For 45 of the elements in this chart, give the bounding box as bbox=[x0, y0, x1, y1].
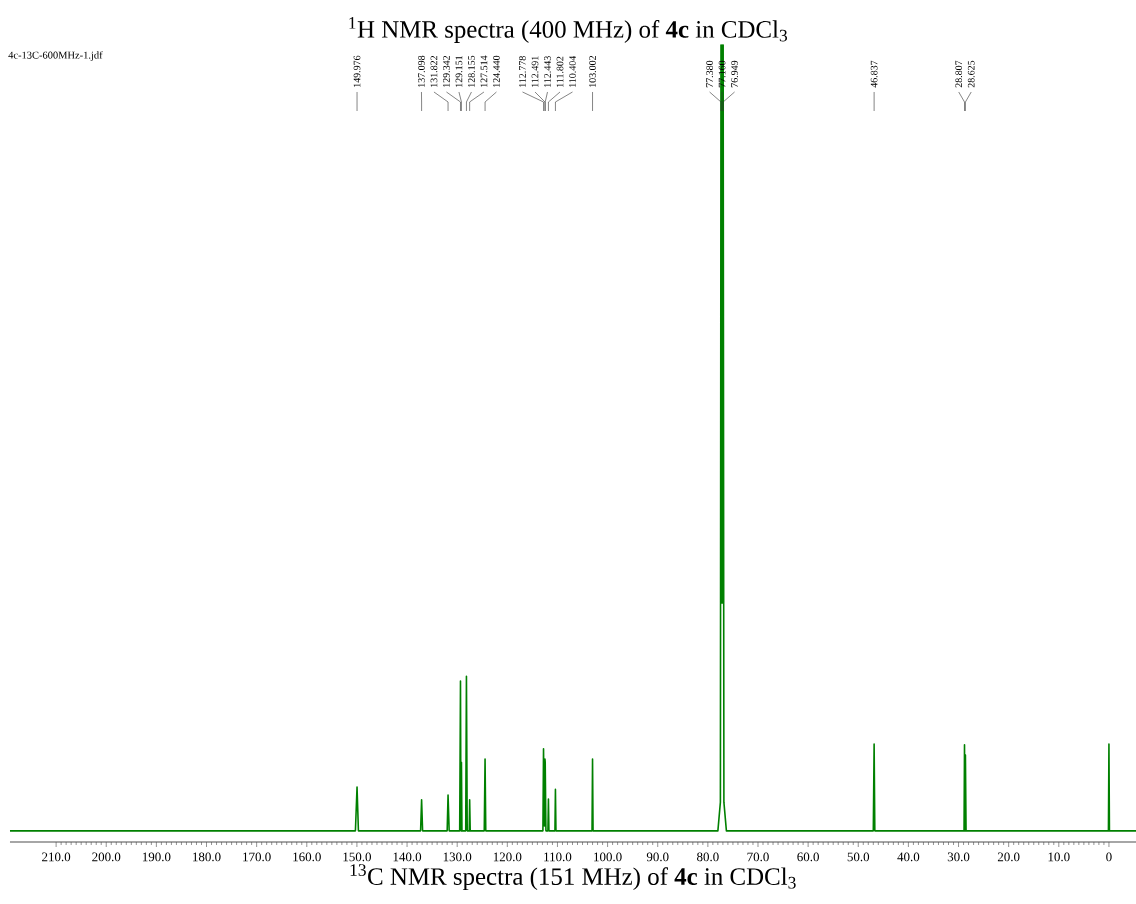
x-tick-label: 140.0 bbox=[393, 852, 422, 862]
x-tick-label: 130.0 bbox=[443, 852, 472, 862]
x-tick-label: 110.0 bbox=[544, 852, 572, 862]
x-tick-label: 50.0 bbox=[847, 852, 870, 862]
x-tick-label: 150.0 bbox=[343, 852, 371, 862]
annotation: 28.625 bbox=[967, 60, 975, 88]
x-tick-label: 210.0 bbox=[42, 852, 71, 862]
annotation: 46.837 bbox=[870, 60, 878, 88]
annotation: 110.404 bbox=[569, 55, 576, 87]
annotation: 111.802 bbox=[556, 56, 564, 87]
annotation: 112.778 bbox=[519, 56, 526, 87]
annotation: 4c-13C-600MHz-1.jdf bbox=[8, 51, 103, 61]
x-axis-title: $^{13}$C NMR spectra (151 MHz) of 4c in CDCl$_{3}$ bbox=[350, 864, 796, 890]
x-tick-label: 200.0 bbox=[92, 852, 121, 862]
x-tick-label: 30.0 bbox=[947, 852, 970, 862]
x-tick-label: 90.0 bbox=[646, 852, 669, 862]
x-tick-label: 40.0 bbox=[897, 852, 920, 862]
x-tick-label: 120.0 bbox=[493, 852, 522, 862]
annotation: 127.514 bbox=[480, 55, 488, 87]
annotation: 76.949 bbox=[731, 60, 738, 88]
annotation: 28.807 bbox=[955, 60, 963, 88]
annotation: 112.491 bbox=[531, 56, 539, 87]
x-tick-label: 180.0 bbox=[193, 852, 221, 862]
x-tick-label: 10.0 bbox=[1048, 852, 1070, 862]
annotation: 129.342 bbox=[443, 55, 450, 87]
x-tick-label: 170.0 bbox=[243, 852, 271, 862]
x-tick-label: 20.0 bbox=[997, 852, 1020, 862]
annotation: 131.822 bbox=[430, 55, 438, 87]
x-tick-label: 60.0 bbox=[797, 852, 819, 862]
annotation: 103.002 bbox=[589, 55, 596, 87]
x-tick-label: 100.0 bbox=[594, 852, 622, 862]
chart-title: $^{1}$H NMR spectra (400 MHz) of 4c in CDCl$_{3}$ bbox=[349, 17, 788, 43]
x-tick-label: 80.0 bbox=[697, 852, 719, 862]
annotation: 137.098 bbox=[418, 55, 425, 87]
x-tick-label: 70.0 bbox=[747, 852, 769, 862]
annotation: 128.155 bbox=[468, 55, 475, 87]
x-tick-label: 0 bbox=[1106, 852, 1112, 862]
x-tick-label: 160.0 bbox=[293, 852, 321, 862]
annotation: 124.440 bbox=[493, 55, 500, 87]
annotation: 149.976 bbox=[353, 55, 361, 87]
x-tick-label: 190.0 bbox=[142, 852, 171, 862]
annotation: 112.443 bbox=[544, 56, 551, 87]
annotation: 129.151 bbox=[455, 56, 463, 87]
annotation: 77.160 bbox=[718, 60, 726, 88]
annotation: 77.380 bbox=[706, 60, 713, 88]
